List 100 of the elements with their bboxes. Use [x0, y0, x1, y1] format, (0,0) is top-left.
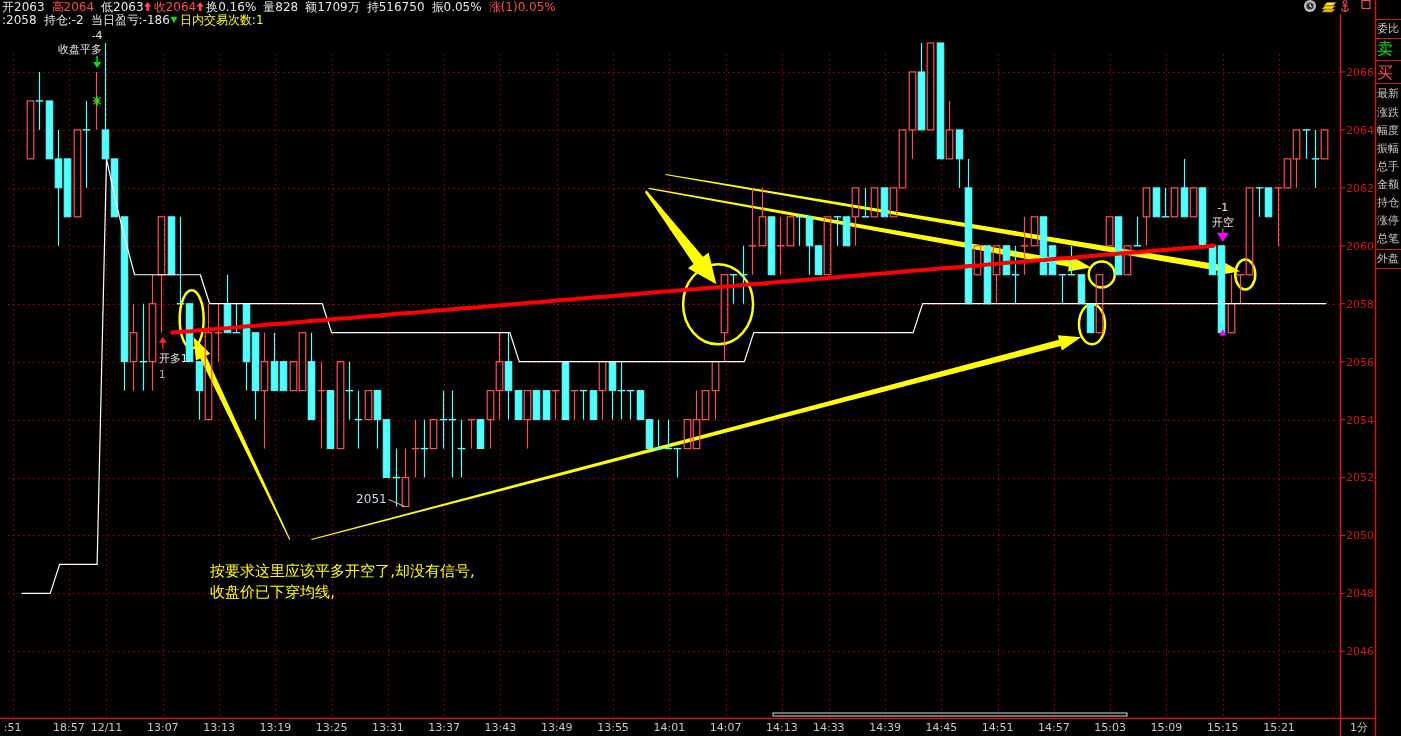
candlestick: [289, 361, 298, 392]
candlestick: [148, 274, 157, 392]
candlestick: [429, 419, 438, 450]
candlestick: [401, 447, 410, 508]
annotation: 2051: [356, 491, 387, 506]
candlestick: [1105, 216, 1114, 247]
text: 总笔: [1376, 232, 1399, 245]
x-tick-label: 13:13: [203, 721, 235, 734]
candlestick: [880, 187, 889, 218]
candlestick: [1311, 129, 1320, 189]
line-series: [170, 243, 1216, 335]
annotation: 开多1: [158, 351, 188, 365]
candlestick: [1123, 245, 1132, 276]
candlestick: [589, 390, 598, 421]
candlestick: [326, 390, 335, 450]
candlestick: [805, 216, 814, 276]
candlestick: [1077, 274, 1086, 305]
candlestick: [35, 71, 44, 131]
x-tick-label: 13:31: [372, 721, 404, 734]
y-tick-label: 2046: [1346, 645, 1374, 659]
chart-subtitle: :2058 持仓:-2 当日盈亏:-186 日内交易次数:1: [2, 13, 264, 27]
candlestick: [692, 390, 701, 450]
x-tick-label: 14:13: [766, 721, 798, 734]
text: 总手: [1376, 160, 1399, 173]
text: 金额: [1377, 178, 1399, 191]
x-tick-label: 15:09: [1150, 721, 1183, 734]
y-tick-label: 2056: [1346, 355, 1374, 369]
candlestick: [608, 361, 617, 421]
candlestick: [26, 100, 35, 160]
candlestick: [720, 274, 729, 363]
annotation: 按要求这里应该平多开空了,却没有信号,: [210, 562, 475, 581]
candlestick: [1264, 187, 1273, 218]
x-tick-label: 13:07: [146, 721, 179, 734]
candlestick: [1320, 129, 1329, 160]
candlestick: [63, 158, 72, 218]
candlestick: [1152, 187, 1161, 218]
y-tick-label: 2058: [1346, 297, 1374, 311]
candlestick: [298, 332, 307, 392]
candlestick: [936, 42, 945, 160]
x-tick-label: 13:49: [540, 721, 573, 734]
candlestick: [1095, 274, 1104, 334]
candlestick: [251, 332, 260, 421]
text: 卖: [1377, 39, 1393, 58]
x-tick-label: 13:43: [484, 721, 517, 734]
candlestick: [542, 390, 551, 421]
candlestick: [645, 419, 654, 450]
x-tick-label: 12/11: [90, 721, 123, 734]
candlestick: [786, 216, 795, 247]
candlestick: [1180, 158, 1189, 218]
annotation: 1: [158, 367, 166, 381]
x-tick-label: 14:33: [812, 721, 845, 734]
candlestick: [842, 216, 851, 247]
candlestick: [767, 216, 776, 276]
x-tick-label: :51: [3, 721, 22, 734]
candlestick: [45, 100, 54, 160]
candlestick: [82, 100, 91, 189]
candlestick: [364, 390, 373, 421]
annotation: 开空: [1211, 215, 1234, 229]
y-tick-label: 2052: [1346, 471, 1374, 485]
annotation: 收盘价已下穿均线,: [210, 583, 336, 602]
candlestick: [1030, 216, 1039, 247]
candlestick: [204, 303, 213, 421]
annotation: -4: [91, 28, 103, 42]
candlestick: [157, 216, 166, 334]
candlestick: [532, 390, 541, 421]
candlestick: [758, 187, 767, 247]
x-tick-label: 14:45: [925, 721, 958, 734]
y-tick-label: 2060: [1346, 239, 1374, 253]
text: 委比: [1377, 22, 1399, 35]
x-tick-label: 14:01: [653, 721, 686, 734]
candlestick: [523, 390, 532, 450]
candlestick: [814, 245, 823, 276]
candlestick: [73, 129, 82, 218]
candlestick: [129, 303, 138, 392]
x-tick-label: 15:21: [1263, 721, 1295, 734]
candlestick: [504, 332, 513, 421]
text: 幅度: [1377, 124, 1399, 137]
x-tick-label: 13:19: [259, 721, 292, 734]
candlestick: [486, 390, 495, 450]
candlestick: [711, 361, 720, 421]
y-tick-label: 2048: [1346, 587, 1374, 601]
y-tick-label: 2054: [1346, 413, 1374, 427]
candlestick: [898, 129, 907, 189]
candlestick: [382, 419, 391, 479]
x-tick-label: 15:15: [1206, 721, 1239, 734]
candlestick: [598, 361, 607, 421]
candlestick: [476, 419, 485, 450]
text: 持仓: [1377, 196, 1399, 209]
candlestick: [495, 332, 504, 421]
candlestick: [851, 187, 860, 247]
candlestick: [307, 332, 316, 421]
y-tick-label: 2064: [1346, 123, 1374, 137]
candlestick: [54, 129, 63, 247]
candlestick: [270, 332, 279, 392]
candlestick: [992, 245, 1001, 305]
candlestick: [373, 390, 382, 450]
candlestick: [1142, 187, 1151, 247]
candlestick: [1086, 303, 1095, 334]
candlestick: [279, 361, 288, 392]
y-tick-label: 2066: [1346, 65, 1374, 79]
